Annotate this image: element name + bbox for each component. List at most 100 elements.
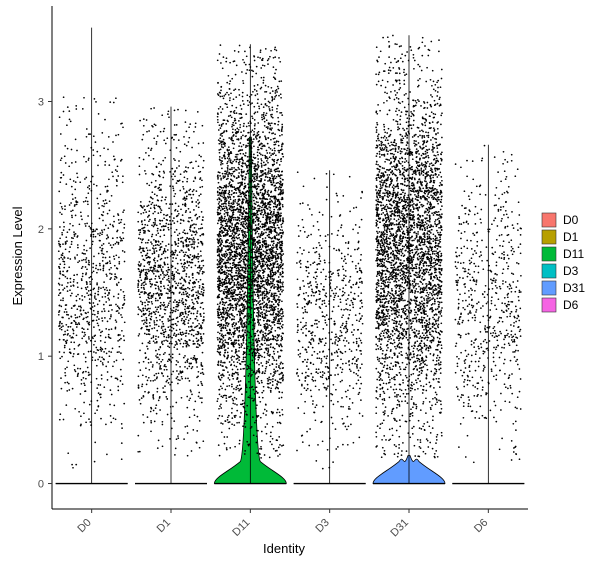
point-D1 <box>182 333 184 335</box>
point-D1 <box>162 445 164 447</box>
point-D11 <box>239 443 241 445</box>
point-D1 <box>141 287 143 289</box>
point-D1 <box>185 362 187 364</box>
point-D0 <box>115 377 117 379</box>
point-D0 <box>104 119 106 121</box>
point-D1 <box>171 319 173 321</box>
point-D1 <box>183 438 185 440</box>
point-D0 <box>83 259 85 261</box>
point-D11 <box>249 395 251 397</box>
point-D0 <box>107 149 109 151</box>
point-D1 <box>173 293 175 295</box>
point-D1 <box>154 260 156 262</box>
point-D1 <box>197 331 199 333</box>
point-D1 <box>182 270 184 272</box>
point-D11 <box>251 213 253 215</box>
point-D11 <box>266 152 268 154</box>
point-D0 <box>68 165 70 167</box>
point-D1 <box>141 386 143 388</box>
point-D0 <box>123 303 125 305</box>
point-D0 <box>73 281 75 283</box>
point-D1 <box>150 283 152 285</box>
point-D1 <box>159 223 161 225</box>
point-D0 <box>96 316 98 318</box>
point-D0 <box>113 361 115 363</box>
point-D1 <box>191 161 193 163</box>
point-D11 <box>282 179 284 181</box>
point-D0 <box>70 281 72 283</box>
point-D11 <box>244 270 246 272</box>
point-D1 <box>161 268 163 270</box>
point-D1 <box>153 273 155 275</box>
point-D0 <box>102 248 104 250</box>
point-D1 <box>154 220 156 222</box>
point-D11 <box>253 318 255 320</box>
point-D1 <box>201 340 203 342</box>
point-D1 <box>166 337 168 339</box>
point-D1 <box>164 199 166 201</box>
point-D0 <box>61 254 63 256</box>
point-D11 <box>250 267 252 269</box>
point-D0 <box>67 452 69 454</box>
point-D0 <box>97 384 99 386</box>
point-D11 <box>238 129 240 131</box>
point-D11 <box>279 232 281 234</box>
point-D1 <box>141 283 143 285</box>
point-D11 <box>219 405 221 407</box>
point-D0 <box>64 372 66 374</box>
point-D0 <box>71 215 73 217</box>
point-D1 <box>177 180 179 182</box>
point-D0 <box>91 336 93 338</box>
point-D1 <box>176 348 178 350</box>
point-D1 <box>153 268 155 270</box>
point-D11 <box>251 116 253 118</box>
point-D1 <box>178 205 180 207</box>
point-D1 <box>175 309 177 311</box>
point-D1 <box>159 220 161 222</box>
point-D1 <box>157 353 159 355</box>
point-D1 <box>161 327 163 329</box>
point-D11 <box>221 124 223 126</box>
point-D1 <box>202 142 204 144</box>
point-D0 <box>113 256 115 258</box>
point-D1 <box>169 343 171 345</box>
point-D11 <box>242 305 244 307</box>
point-D0 <box>89 188 91 190</box>
point-D0 <box>77 294 79 296</box>
point-D1 <box>200 279 202 281</box>
point-D1 <box>163 131 165 133</box>
point-D0 <box>65 183 67 185</box>
point-D11 <box>258 370 260 372</box>
point-D11 <box>227 170 229 172</box>
point-D0 <box>85 287 87 289</box>
point-D1 <box>159 171 161 173</box>
point-D1 <box>202 440 204 442</box>
point-D11 <box>249 197 251 199</box>
point-D1 <box>197 253 199 255</box>
point-D0 <box>73 364 75 366</box>
point-D1 <box>155 350 157 352</box>
point-D1 <box>161 200 163 202</box>
point-D0 <box>109 337 111 339</box>
point-D11 <box>219 217 221 219</box>
point-D1 <box>174 333 176 335</box>
point-D1 <box>139 350 141 352</box>
point-D0 <box>59 244 61 246</box>
point-D11 <box>237 358 239 360</box>
point-D0 <box>72 467 74 469</box>
point-D0 <box>86 342 88 344</box>
point-D11 <box>265 114 267 116</box>
point-D0 <box>64 145 66 147</box>
point-D0 <box>96 387 98 389</box>
point-D11 <box>253 400 255 402</box>
point-D11 <box>220 162 222 164</box>
point-D11 <box>249 196 251 198</box>
point-D11 <box>227 175 229 177</box>
point-D11 <box>282 380 284 382</box>
point-D1 <box>142 227 144 229</box>
point-D1 <box>184 321 186 323</box>
point-D11 <box>259 144 261 146</box>
point-D0 <box>99 356 101 358</box>
point-D1 <box>182 298 184 300</box>
point-D1 <box>189 305 191 307</box>
